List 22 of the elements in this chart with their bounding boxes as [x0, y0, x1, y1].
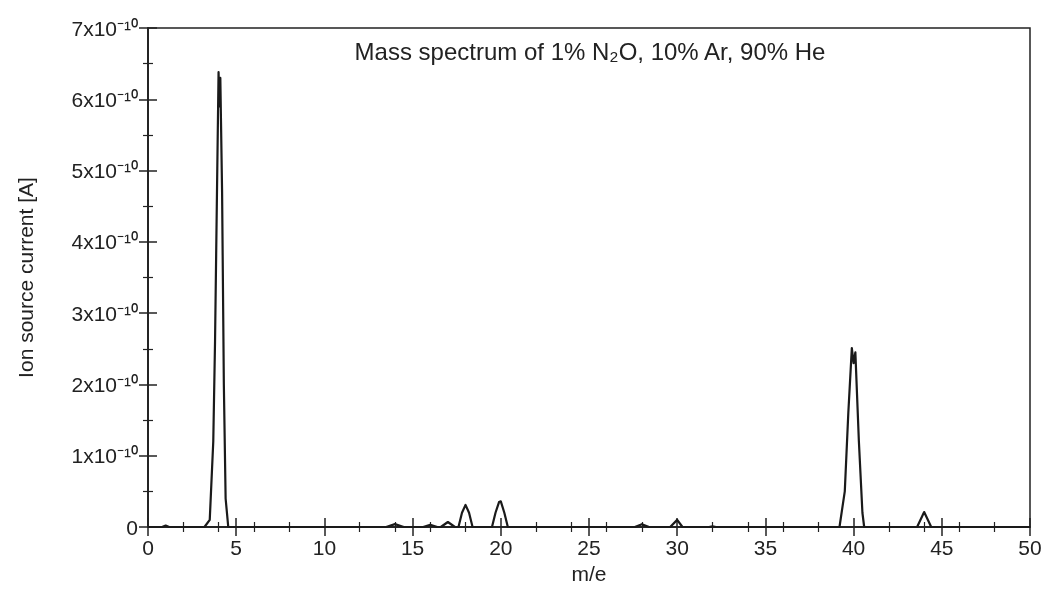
y-axis-title: Ion source current [A]	[14, 177, 37, 378]
y-tick-label: 3x10⁻¹⁰	[71, 301, 138, 325]
y-tick-label: 1x10⁻¹⁰	[71, 444, 138, 468]
x-tick-label: 50	[1018, 536, 1042, 559]
y-tick-label: 2x10⁻¹⁰	[71, 372, 138, 396]
x-tick-label: 25	[577, 536, 601, 559]
y-tick-label: 4x10⁻¹⁰	[71, 230, 138, 254]
y-tick-label: 5x10⁻¹⁰	[71, 159, 138, 183]
x-tick-label: 15	[400, 536, 425, 559]
x-tick-label: 10	[312, 536, 337, 559]
x-tick-label: 45	[930, 536, 954, 559]
y-tick-label: 7x10⁻¹⁰	[71, 16, 138, 40]
y-tick-label: 0	[126, 515, 138, 539]
x-tick-label: 40	[841, 536, 866, 559]
x-tick-label: 0	[142, 536, 154, 559]
x-tick-label: 20	[489, 536, 513, 559]
chart-title: Mass spectrum of 1% N₂O, 10% Ar, 90% He	[354, 37, 826, 65]
x-axis-title: m/e	[571, 562, 607, 585]
y-tick-label: 6x10⁻¹⁰	[71, 87, 138, 111]
x-tick-label: 30	[665, 536, 689, 559]
x-tick-label: 5	[230, 536, 243, 559]
x-tick-label: 35	[753, 536, 778, 559]
